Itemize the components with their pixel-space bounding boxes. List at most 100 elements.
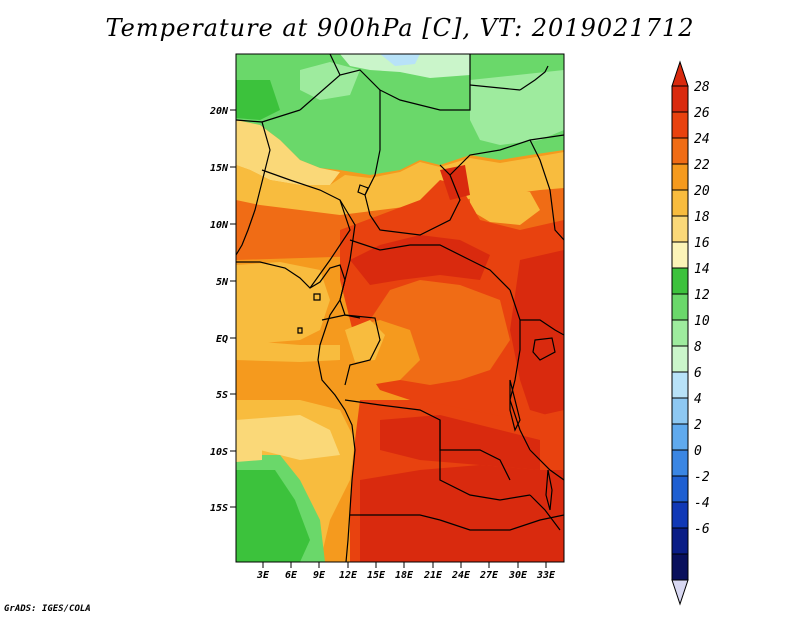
field-gulf-warm: [236, 262, 330, 345]
colorbar-label: -6: [694, 522, 710, 537]
credit-text: GrADS: IGES/COLA: [4, 604, 91, 614]
colorbar-label: 2: [694, 418, 702, 433]
colorbar-swatch: [671, 241, 689, 269]
coastline-west: [236, 119, 271, 256]
colorbar-label: 16: [694, 236, 710, 251]
field-sahara-light: [470, 70, 564, 145]
lon-label-21e: 21E: [423, 570, 443, 581]
lon-label-33e: 33E: [536, 570, 556, 581]
border-mozambique: [529, 449, 564, 531]
lon-label-18e: 18E: [395, 570, 414, 581]
colorbar-label: -2: [694, 470, 710, 485]
field-sahara-cold: [380, 54, 420, 66]
lake-victoria: [532, 337, 556, 361]
lat-label-15n: 15N: [210, 163, 229, 174]
colorbar-label: 8: [694, 340, 702, 355]
border-niger: [261, 54, 341, 123]
field-central-yellow: [345, 320, 385, 362]
colorbar-label: 20: [694, 184, 710, 199]
colorbar-swatch: [671, 215, 689, 243]
lake-malawi: [545, 469, 553, 511]
field-gulf-mild: [236, 340, 340, 362]
border-car-drc: [349, 239, 511, 291]
lat-axis: 20N 15N 10N 5N EQ 5S 10S 15S: [209, 106, 236, 514]
colorbar-label: 6: [694, 366, 702, 381]
colorbar-swatch: [671, 345, 689, 373]
field-south-hottest: [360, 465, 564, 562]
field-hot-spot-cameroon: [440, 165, 470, 200]
field-sahara-light-2: [300, 62, 360, 100]
border-angola-zambia: [439, 420, 531, 501]
bioko: [313, 293, 321, 301]
border-ethiopia: [529, 139, 564, 241]
colorbar-swatch: [671, 137, 689, 165]
colorbar-label: 10: [694, 314, 710, 329]
colorbar-swatch: [671, 293, 689, 321]
lat-label-10s: 10S: [210, 447, 228, 458]
lon-label-30e: 30E: [508, 570, 528, 581]
field-sahara-edge: [340, 54, 470, 78]
sao-tome: [297, 327, 303, 334]
lon-label-12e: 12E: [339, 570, 358, 581]
border-chad-sudan: [364, 90, 381, 216]
colorbar-swatch: [671, 371, 689, 399]
colorbar-label: -4: [694, 496, 710, 511]
lake-tanganyika: [509, 379, 521, 432]
lat-label-10n: 10N: [210, 220, 229, 231]
border-angola-namibia: [350, 514, 441, 521]
field-sahel-mild-2: [470, 188, 540, 225]
colorbar-swatch: [671, 111, 689, 139]
colorbar-swatch: [671, 189, 689, 217]
lon-axis: 3E 6E 9E 12E 15E 18E 21E 24E 27E 30E 33E: [256, 562, 556, 581]
colorbar-swatch: [671, 553, 689, 581]
lat-label-15s: 15S: [210, 503, 228, 514]
field-hottest-north: [350, 235, 490, 285]
lon-label-6e: 6E: [285, 570, 298, 581]
temperature-field: [236, 54, 564, 562]
border-libya-chad: [299, 54, 471, 111]
colorbar-swatch: [671, 163, 689, 191]
field-atlantic-edge: [236, 440, 262, 462]
colorbar-swatch: [671, 501, 689, 529]
border-gabon-congo: [321, 314, 381, 386]
colorbar-label: 24: [694, 132, 710, 147]
colorbar-label: 28: [694, 80, 710, 95]
colorbar-label: 22: [694, 158, 710, 173]
field-hottest-east: [510, 250, 564, 420]
colorbar-swatch: [671, 423, 689, 451]
colorbar-swatch: [671, 397, 689, 425]
field-sahara-darkgreen: [236, 80, 280, 120]
lat-label-5s: 5S: [216, 390, 228, 401]
coastline-gulf: [236, 261, 356, 562]
lon-label-9e: 9E: [313, 570, 326, 581]
colorbar-swatch: [671, 475, 689, 503]
coastlines-borders: [236, 54, 564, 562]
map-title: Temperature at 900hPa [C], VT: 201902171…: [105, 14, 695, 42]
colorbar-label: 18: [694, 210, 710, 225]
colorbar-top-cap: [671, 60, 689, 87]
colorbar-swatch: [671, 319, 689, 347]
border-sudan-ss: [449, 134, 564, 176]
colorbar-swatch: [671, 527, 689, 555]
lon-label-15e: 15E: [367, 570, 386, 581]
colorbar-swatch: [671, 267, 689, 295]
field-sahel-mild: [236, 120, 340, 185]
colorbar-label: 12: [694, 288, 710, 303]
lat-label-20n: 20N: [209, 106, 229, 117]
map-frame: [235, 53, 565, 563]
coastline-red-sea: [469, 65, 549, 91]
lon-label-3e: 3E: [256, 570, 270, 581]
colorbar-label: 14: [694, 262, 710, 277]
colorbar-label: 4: [694, 392, 702, 407]
colorbar-label: 26: [694, 106, 710, 121]
border-zambia-zim: [439, 514, 564, 531]
field-atlantic-coolest: [236, 470, 310, 562]
lake-chad: [357, 184, 369, 196]
colorbar-swatch: [671, 85, 689, 113]
lon-label-24e: 24E: [451, 570, 471, 581]
colorbar-bottom-cap: [671, 579, 689, 606]
lat-label-eq: EQ: [216, 334, 228, 345]
colorbar-swatch: [671, 449, 689, 477]
